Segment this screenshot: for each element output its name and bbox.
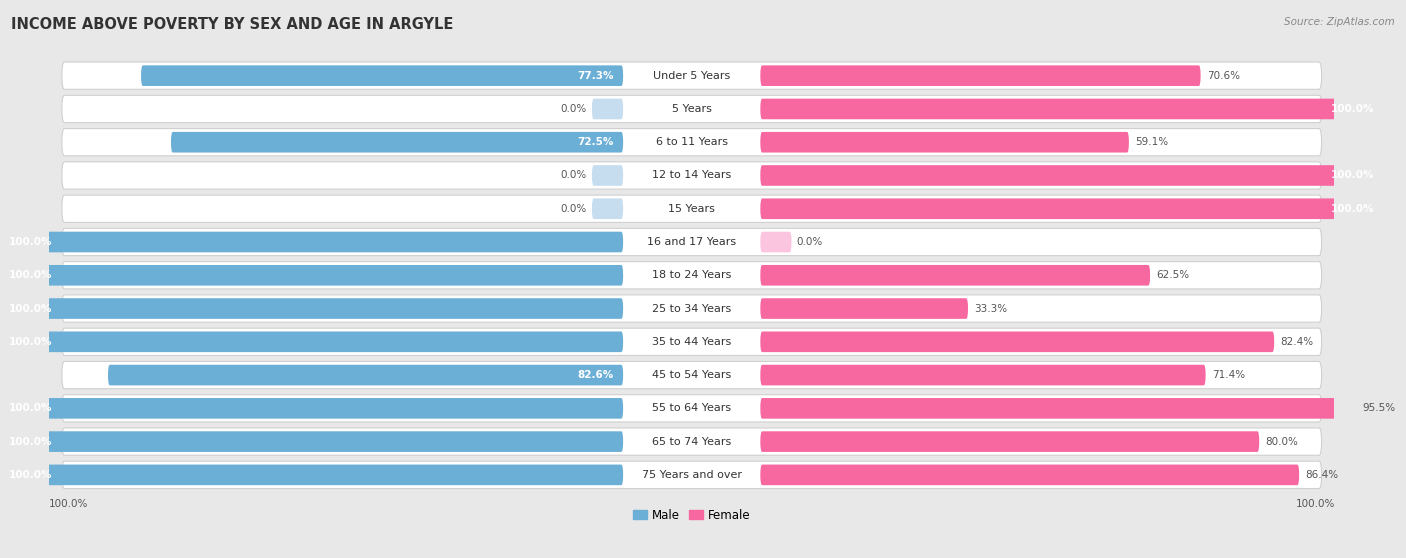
FancyBboxPatch shape <box>0 265 623 286</box>
FancyBboxPatch shape <box>172 132 623 152</box>
FancyBboxPatch shape <box>62 461 1322 488</box>
Text: 100.0%: 100.0% <box>1331 104 1375 114</box>
Text: 45 to 54 Years: 45 to 54 Years <box>652 370 731 380</box>
Text: 100.0%: 100.0% <box>8 470 52 480</box>
Text: 77.3%: 77.3% <box>578 71 614 81</box>
Text: 100.0%: 100.0% <box>8 403 52 413</box>
FancyBboxPatch shape <box>761 298 967 319</box>
FancyBboxPatch shape <box>0 465 623 485</box>
FancyBboxPatch shape <box>761 465 1299 485</box>
Text: 100.0%: 100.0% <box>8 436 52 446</box>
FancyBboxPatch shape <box>761 232 792 252</box>
Text: 35 to 44 Years: 35 to 44 Years <box>652 337 731 347</box>
FancyBboxPatch shape <box>141 65 623 86</box>
Text: 100.0%: 100.0% <box>8 304 52 314</box>
Text: 0.0%: 0.0% <box>561 171 586 180</box>
FancyBboxPatch shape <box>62 95 1322 123</box>
Text: 70.6%: 70.6% <box>1206 71 1240 81</box>
Legend: Male, Female: Male, Female <box>633 508 751 522</box>
FancyBboxPatch shape <box>62 62 1322 89</box>
FancyBboxPatch shape <box>0 431 623 452</box>
Text: 62.5%: 62.5% <box>1156 270 1189 280</box>
FancyBboxPatch shape <box>62 395 1322 422</box>
FancyBboxPatch shape <box>62 228 1322 256</box>
FancyBboxPatch shape <box>62 195 1322 223</box>
FancyBboxPatch shape <box>0 398 623 418</box>
FancyBboxPatch shape <box>108 365 623 386</box>
Text: 33.3%: 33.3% <box>974 304 1007 314</box>
Text: 55 to 64 Years: 55 to 64 Years <box>652 403 731 413</box>
Text: 100.0%: 100.0% <box>8 337 52 347</box>
FancyBboxPatch shape <box>761 165 1384 186</box>
FancyBboxPatch shape <box>761 199 1384 219</box>
Text: 6 to 11 Years: 6 to 11 Years <box>655 137 728 147</box>
FancyBboxPatch shape <box>0 232 623 252</box>
Text: 100.0%: 100.0% <box>1331 171 1375 180</box>
FancyBboxPatch shape <box>62 328 1322 355</box>
Text: 72.5%: 72.5% <box>578 137 614 147</box>
FancyBboxPatch shape <box>761 99 1384 119</box>
FancyBboxPatch shape <box>761 398 1355 418</box>
Text: 25 to 34 Years: 25 to 34 Years <box>652 304 731 314</box>
FancyBboxPatch shape <box>592 99 623 119</box>
Text: 100.0%: 100.0% <box>1331 204 1375 214</box>
Text: 59.1%: 59.1% <box>1135 137 1168 147</box>
Text: 75 Years and over: 75 Years and over <box>641 470 742 480</box>
Text: 0.0%: 0.0% <box>796 237 823 247</box>
Text: 100.0%: 100.0% <box>8 270 52 280</box>
FancyBboxPatch shape <box>62 428 1322 455</box>
Text: Source: ZipAtlas.com: Source: ZipAtlas.com <box>1284 17 1395 27</box>
FancyBboxPatch shape <box>761 265 1150 286</box>
Text: Under 5 Years: Under 5 Years <box>654 71 730 81</box>
FancyBboxPatch shape <box>761 365 1205 386</box>
FancyBboxPatch shape <box>0 331 623 352</box>
Text: 5 Years: 5 Years <box>672 104 711 114</box>
Text: 16 and 17 Years: 16 and 17 Years <box>647 237 737 247</box>
FancyBboxPatch shape <box>761 431 1260 452</box>
Text: 12 to 14 Years: 12 to 14 Years <box>652 171 731 180</box>
FancyBboxPatch shape <box>592 165 623 186</box>
FancyBboxPatch shape <box>62 162 1322 189</box>
Text: 18 to 24 Years: 18 to 24 Years <box>652 270 731 280</box>
Text: 0.0%: 0.0% <box>561 204 586 214</box>
Text: 65 to 74 Years: 65 to 74 Years <box>652 436 731 446</box>
Text: 15 Years: 15 Years <box>668 204 716 214</box>
Text: 82.6%: 82.6% <box>578 370 614 380</box>
FancyBboxPatch shape <box>62 362 1322 389</box>
Text: 100.0%: 100.0% <box>8 237 52 247</box>
Text: 86.4%: 86.4% <box>1305 470 1339 480</box>
FancyBboxPatch shape <box>62 128 1322 156</box>
Text: INCOME ABOVE POVERTY BY SEX AND AGE IN ARGYLE: INCOME ABOVE POVERTY BY SEX AND AGE IN A… <box>11 17 454 32</box>
Text: 0.0%: 0.0% <box>561 104 586 114</box>
Text: 82.4%: 82.4% <box>1281 337 1313 347</box>
Text: 95.5%: 95.5% <box>1362 403 1395 413</box>
FancyBboxPatch shape <box>0 298 623 319</box>
FancyBboxPatch shape <box>761 132 1129 152</box>
Text: 80.0%: 80.0% <box>1265 436 1298 446</box>
Text: 71.4%: 71.4% <box>1212 370 1244 380</box>
FancyBboxPatch shape <box>592 199 623 219</box>
FancyBboxPatch shape <box>761 65 1201 86</box>
FancyBboxPatch shape <box>62 262 1322 289</box>
FancyBboxPatch shape <box>761 331 1274 352</box>
FancyBboxPatch shape <box>62 295 1322 322</box>
